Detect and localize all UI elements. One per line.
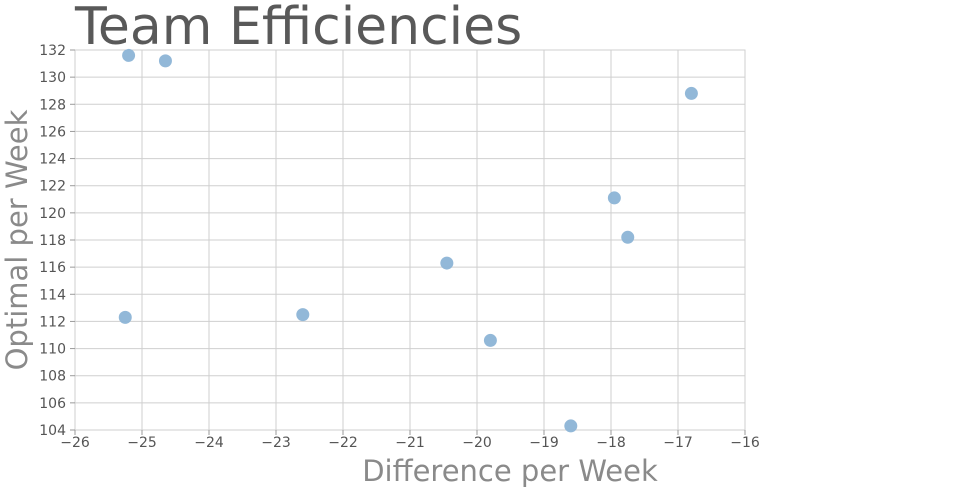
data-point bbox=[607, 191, 621, 205]
x-tick-label: −21 bbox=[395, 435, 425, 451]
y-tick-label: 116 bbox=[39, 260, 66, 276]
y-tick-label: 124 bbox=[39, 152, 66, 168]
y-tick-label: 104 bbox=[39, 423, 66, 439]
data-point bbox=[684, 86, 698, 100]
data-point bbox=[564, 419, 578, 433]
data-point bbox=[621, 230, 635, 244]
x-tick-label: −24 bbox=[194, 435, 224, 451]
y-tick-label: 110 bbox=[39, 342, 66, 358]
data-point bbox=[158, 54, 172, 68]
x-tick-label: −18 bbox=[596, 435, 626, 451]
y-tick-label: 112 bbox=[39, 314, 66, 330]
x-tick-label: −16 bbox=[730, 435, 760, 451]
y-tick-label: 114 bbox=[39, 287, 66, 303]
y-tick-label: 106 bbox=[39, 396, 66, 412]
y-tick-label: 132 bbox=[39, 43, 66, 59]
x-tick-label: −23 bbox=[261, 435, 291, 451]
y-tick-label: 126 bbox=[39, 124, 66, 140]
grid bbox=[74, 49, 746, 431]
data-point bbox=[440, 256, 454, 270]
data-point bbox=[296, 308, 310, 322]
y-tick-label: 108 bbox=[39, 369, 66, 385]
x-tick-label: −25 bbox=[127, 435, 157, 451]
y-tick-label: 122 bbox=[39, 179, 66, 195]
data-point bbox=[483, 333, 497, 347]
x-axis-label: Difference per Week bbox=[362, 454, 658, 488]
y-tick-label: 118 bbox=[39, 233, 66, 249]
y-axis-label: Optimal per Week bbox=[0, 109, 34, 370]
y-tick-label: 130 bbox=[39, 70, 66, 86]
x-axis: −26 −25 −24 −23 −22 −21 −20 −19 −18 −17 −16 bbox=[60, 430, 760, 451]
y-tick-label: 120 bbox=[39, 206, 66, 222]
y-tick-label: 128 bbox=[39, 97, 66, 113]
data-points bbox=[118, 48, 698, 433]
y-axis: 104 106 108 110 112 114 116 118 120 122 124 126 128 1… bbox=[39, 43, 75, 439]
data-point bbox=[122, 48, 136, 62]
x-tick-label: −22 bbox=[328, 435, 358, 451]
chart-title: Team Efficiencies bbox=[74, 0, 522, 57]
x-tick-label: −17 bbox=[663, 435, 693, 451]
x-tick-label: −19 bbox=[529, 435, 559, 451]
x-tick-label: −20 bbox=[462, 435, 492, 451]
x-tick-label: −26 bbox=[60, 435, 90, 451]
data-point bbox=[118, 310, 132, 324]
